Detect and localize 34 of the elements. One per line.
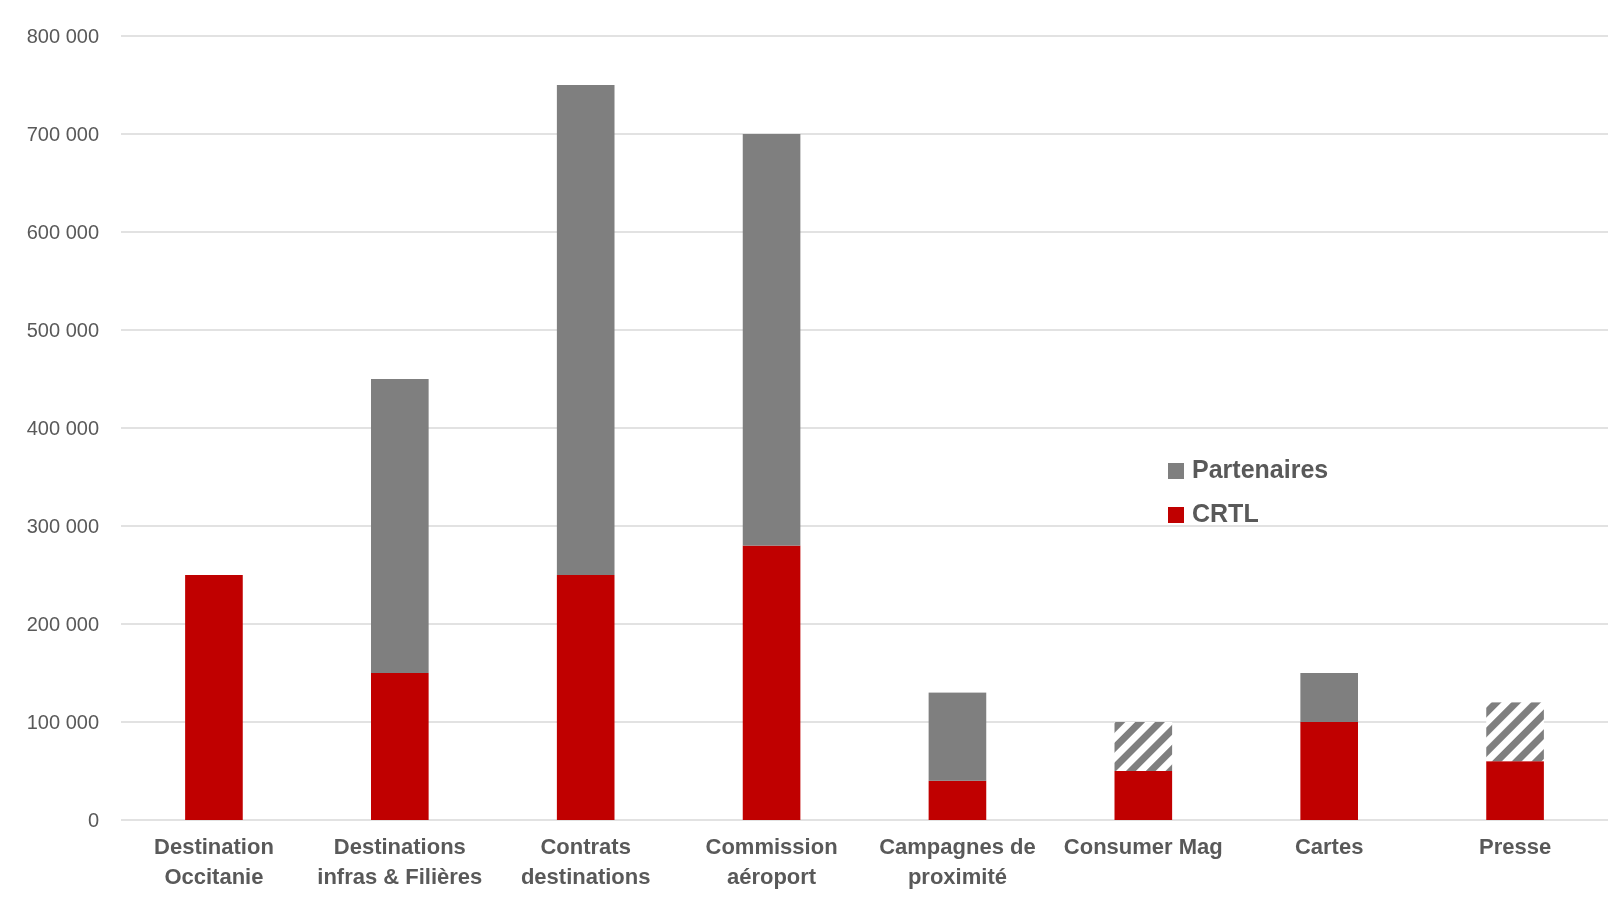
- bar: [928, 780, 987, 820]
- bar: [928, 692, 987, 781]
- bar: [742, 545, 801, 820]
- x-tick-label: Campagnes de proximité: [879, 834, 1036, 889]
- x-tick-label: Contrats destinations: [520, 834, 651, 889]
- bar: [1300, 673, 1358, 722]
- x-tick-label: Cartes: [1294, 834, 1364, 859]
- bar: [742, 134, 801, 546]
- y-tick-label: 800 000: [26, 25, 99, 47]
- bar: [556, 85, 615, 575]
- y-tick-label: 100 000: [26, 711, 99, 733]
- y-tick-label: 600 000: [26, 221, 99, 243]
- bar: [371, 673, 429, 820]
- y-tick-label: 400 000: [26, 417, 99, 439]
- y-tick-label: 700 000: [26, 123, 99, 145]
- bar: [1114, 771, 1173, 820]
- x-tick-label: Commission aéroport: [705, 834, 838, 889]
- bar: [1300, 722, 1358, 820]
- bar: [1114, 722, 1173, 771]
- bar: [371, 379, 429, 673]
- y-tick-label: 300 000: [26, 515, 99, 537]
- bar: [1486, 702, 1544, 762]
- x-tick-label: Consumer Mag: [1063, 834, 1223, 859]
- y-tick-label: 0: [87, 809, 99, 831]
- y-tick-label: 200 000: [26, 613, 99, 635]
- y-tick-label: 500 000: [26, 319, 99, 341]
- bar: [556, 575, 615, 820]
- x-tick-label: Destination Occitanie: [154, 834, 274, 889]
- x-tick-label: Presse: [1478, 834, 1552, 859]
- x-tick-label: Destinations infras & Filières: [317, 834, 483, 889]
- legend-label: CRTL: [1192, 499, 1259, 527]
- bar: [185, 575, 243, 820]
- bar: [1486, 761, 1544, 820]
- legend-label: Partenaires: [1192, 455, 1329, 483]
